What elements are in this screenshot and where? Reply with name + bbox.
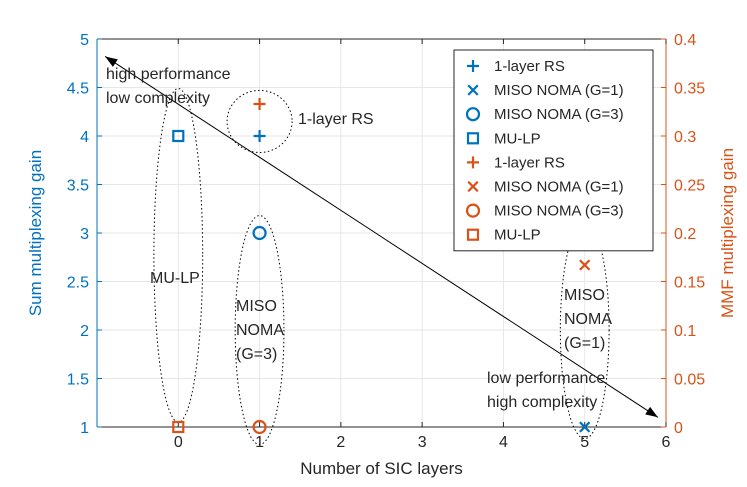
- data-point-x-right: [579, 259, 591, 271]
- annotation-high: high performance: [106, 66, 231, 83]
- legend-marker: [467, 84, 479, 96]
- annotation-low: low performance: [487, 370, 605, 387]
- data-point-x-left: [579, 421, 591, 433]
- arrow-head-end: [645, 406, 658, 418]
- y-left-tick-label: 3.5: [67, 178, 89, 195]
- group-label: NOMA: [236, 322, 284, 339]
- legend-marker: [467, 156, 479, 169]
- y-right-tick-label: 0.2: [674, 226, 696, 243]
- group-ellipse: [226, 89, 293, 153]
- x-axis-label: Number of SIC layers: [300, 459, 463, 478]
- y-right-tick-label: 0.3: [674, 129, 696, 146]
- legend-label: MISO NOMA (G=3): [494, 106, 624, 123]
- data-point-plus-right: [253, 97, 266, 110]
- x-tick-label: 1: [255, 434, 264, 451]
- legend-label: MU-LP: [494, 227, 541, 244]
- legend-marker: [465, 107, 481, 122]
- data-point-square-right: [172, 420, 185, 434]
- legend-label: 1-layer RS: [494, 58, 565, 75]
- x-tick-label: 6: [662, 434, 671, 451]
- legend-label: MISO NOMA (G=1): [494, 179, 624, 196]
- legend-marker: [466, 228, 480, 241]
- x-tick-label: 2: [336, 434, 345, 451]
- y-right-tick-label: 0.35: [674, 81, 705, 98]
- legend-marker: [467, 180, 479, 193]
- group-label: (G=1): [564, 335, 605, 352]
- legend-label: MU-LP: [494, 130, 541, 147]
- y-left-axis-label: Sum multiplexing gain: [26, 150, 45, 316]
- y-left-tick-label: 4: [80, 129, 89, 146]
- legend-label: 1-layer RS: [494, 154, 565, 171]
- x-tick-label: 5: [580, 434, 589, 451]
- y-left-tick-label: 1: [80, 420, 89, 437]
- x-tick-label: 4: [499, 434, 508, 451]
- data-point-square-left: [172, 129, 185, 143]
- legend-box: [453, 49, 654, 252]
- annotation-low: high complexity: [487, 394, 597, 411]
- y-left-tick-label: 5: [80, 32, 89, 49]
- group-ellipse: [234, 215, 285, 445]
- legend-label: MISO NOMA (G=3): [494, 203, 624, 220]
- trade-off-arrow: [104, 56, 659, 418]
- x-tick-label: 3: [418, 434, 427, 451]
- data-point-circle-left: [252, 225, 267, 241]
- y-right-tick-label: 0.15: [674, 275, 705, 292]
- data-point-plus-left: [253, 130, 266, 142]
- arrow-head-start: [105, 56, 118, 67]
- y-right-axis-label: MMF multiplexing gain: [718, 148, 737, 318]
- group-label: MISO: [236, 298, 277, 315]
- y-left-tick-label: 4.5: [67, 81, 89, 98]
- legend-label: MISO NOMA (G=1): [494, 82, 624, 99]
- group-ellipse: [153, 87, 204, 423]
- annotation-high: low complexity: [106, 90, 210, 107]
- y-right-tick-label: 0.25: [674, 178, 705, 195]
- y-left-tick-label: 2: [80, 323, 89, 340]
- group-label: 1-layer RS: [298, 111, 374, 128]
- y-right-tick-label: 0: [674, 420, 683, 437]
- legend-marker: [467, 60, 479, 72]
- data-point-circle-right: [252, 419, 267, 435]
- y-left-tick-label: 3: [80, 226, 89, 243]
- group-label: (G=3): [236, 346, 277, 363]
- y-left-tick-label: 1.5: [67, 372, 89, 389]
- legend-marker: [466, 132, 480, 145]
- y-right-tick-label: 0.4: [674, 32, 696, 49]
- y-right-tick-label: 0.05: [674, 372, 705, 389]
- legend-marker: [465, 203, 481, 218]
- group-label: MU-LP: [150, 270, 200, 287]
- y-right-tick-label: 0.1: [674, 323, 696, 340]
- group-label: NOMA: [564, 311, 612, 328]
- y-left-tick-label: 2.5: [67, 275, 89, 292]
- x-tick-label: 0: [174, 434, 183, 451]
- group-label: MISO: [564, 287, 605, 304]
